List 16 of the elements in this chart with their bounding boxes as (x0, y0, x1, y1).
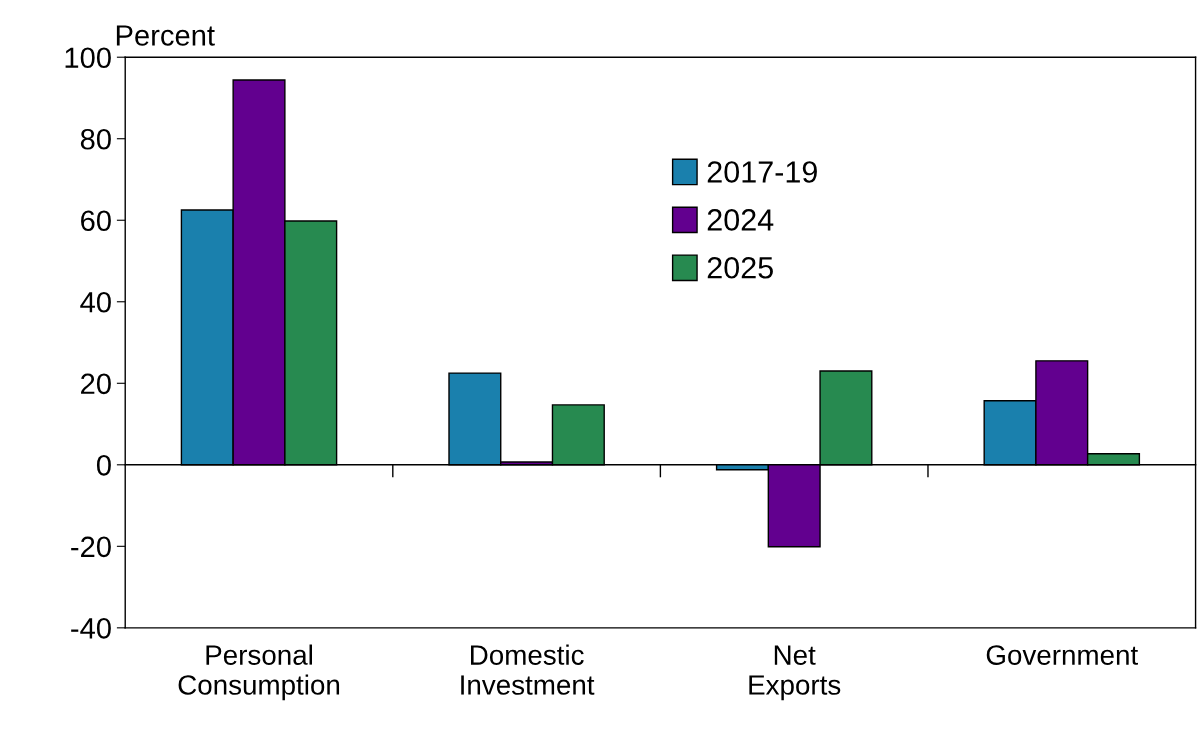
y-tick-label: 80 (80, 128, 111, 150)
y-tick-label: -20 (71, 536, 111, 558)
y-tick-label: -40 (71, 618, 111, 639)
legend-label: 2017-19 (707, 161, 817, 183)
x-tick-label: Net Exports (749, 645, 841, 701)
x-tick-label: Domestic Investment (461, 644, 595, 695)
x-tick-label: Personal Consumption (178, 644, 340, 701)
y-tick-label: 0 (96, 455, 111, 476)
y-tick-label: 20 (81, 373, 111, 395)
y-axis-title: Percent (116, 25, 215, 46)
x-tick-label: Government (986, 645, 1138, 665)
legend-label: 2024 (707, 209, 774, 231)
y-tick-label: 40 (80, 291, 111, 313)
y-tick-label: 100 (65, 47, 111, 69)
y-tick-label: 60 (81, 210, 111, 232)
legend-label: 2025 (707, 256, 773, 279)
